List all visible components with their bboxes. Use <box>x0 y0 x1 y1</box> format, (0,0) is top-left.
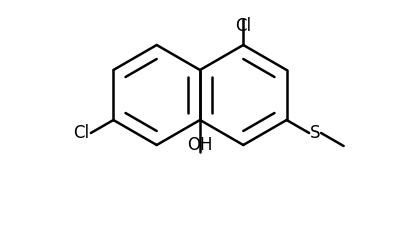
Text: S: S <box>310 124 321 142</box>
Text: OH: OH <box>187 136 213 154</box>
Text: Cl: Cl <box>235 17 251 35</box>
Text: Cl: Cl <box>73 124 89 142</box>
